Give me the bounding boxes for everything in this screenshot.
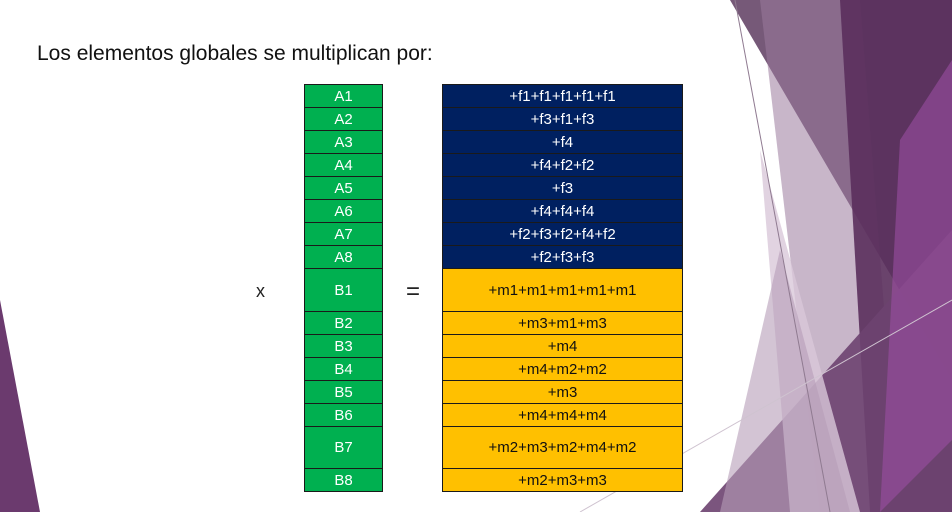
element-label-cell: B4 bbox=[304, 357, 383, 381]
element-label-column: A1 A2 A3 A4 A5 A6 A7 A8 B1 B2 B3 B4 B5 B6 B7 B8 bbox=[304, 84, 383, 492]
deco-line-1 bbox=[734, 0, 831, 512]
load-expression-cell: +m4+m4+m4 bbox=[442, 403, 683, 427]
element-label-cell: B3 bbox=[304, 334, 383, 358]
load-expression-cell: +f4+f4+f4 bbox=[442, 199, 683, 223]
load-expression-cell: +f3+f1+f3 bbox=[442, 107, 683, 131]
load-expression-cell: +m4 bbox=[442, 334, 683, 358]
load-expression-cell: +m2+m3+m3 bbox=[442, 468, 683, 492]
element-label-cell: A4 bbox=[304, 153, 383, 177]
load-expression-cell: +m1+m1+m1+m1+m1 bbox=[442, 268, 683, 312]
load-expression-cell: +m3+m1+m3 bbox=[442, 311, 683, 335]
load-expression-cell: +f2+f3+f3 bbox=[442, 245, 683, 269]
load-expression-cell: +f4+f2+f2 bbox=[442, 153, 683, 177]
facet-magenta bbox=[880, 60, 952, 512]
element-label-cell: A7 bbox=[304, 222, 383, 246]
load-expression-cell: +m3 bbox=[442, 380, 683, 404]
load-expression-cell: +f4 bbox=[442, 130, 683, 154]
element-label-cell: A5 bbox=[304, 176, 383, 200]
load-expression-cell: +f1+f1+f1+f1+f1 bbox=[442, 84, 683, 108]
element-label-cell: B1 bbox=[304, 268, 383, 312]
element-label-cell: A2 bbox=[304, 107, 383, 131]
element-label-cell: B2 bbox=[304, 311, 383, 335]
slide-title: Los elementos globales se multiplican po… bbox=[37, 42, 433, 65]
load-expression-cell: +m2+m3+m2+m4+m2 bbox=[442, 426, 683, 469]
facet-left-edge bbox=[0, 300, 40, 512]
element-label-cell: B6 bbox=[304, 403, 383, 427]
load-expression-cell: +f3 bbox=[442, 176, 683, 200]
load-expression-cell: +m4+m2+m2 bbox=[442, 357, 683, 381]
load-expression-column: +f1+f1+f1+f1+f1 +f3+f1+f3 +f4 +f4+f2+f2 +f3 +… bbox=[442, 84, 683, 492]
element-label-cell: A6 bbox=[304, 199, 383, 223]
element-label-cell: B5 bbox=[304, 380, 383, 404]
equals-symbol: = bbox=[406, 278, 421, 305]
element-label-cell: A8 bbox=[304, 245, 383, 269]
element-label-cell: B8 bbox=[304, 468, 383, 492]
multiply-symbol: x bbox=[256, 281, 265, 301]
element-label-cell: B7 bbox=[304, 426, 383, 469]
element-label-cell: A1 bbox=[304, 84, 383, 108]
element-label-cell: A3 bbox=[304, 130, 383, 154]
load-expression-cell: +f2+f3+f2+f4+f2 bbox=[442, 222, 683, 246]
